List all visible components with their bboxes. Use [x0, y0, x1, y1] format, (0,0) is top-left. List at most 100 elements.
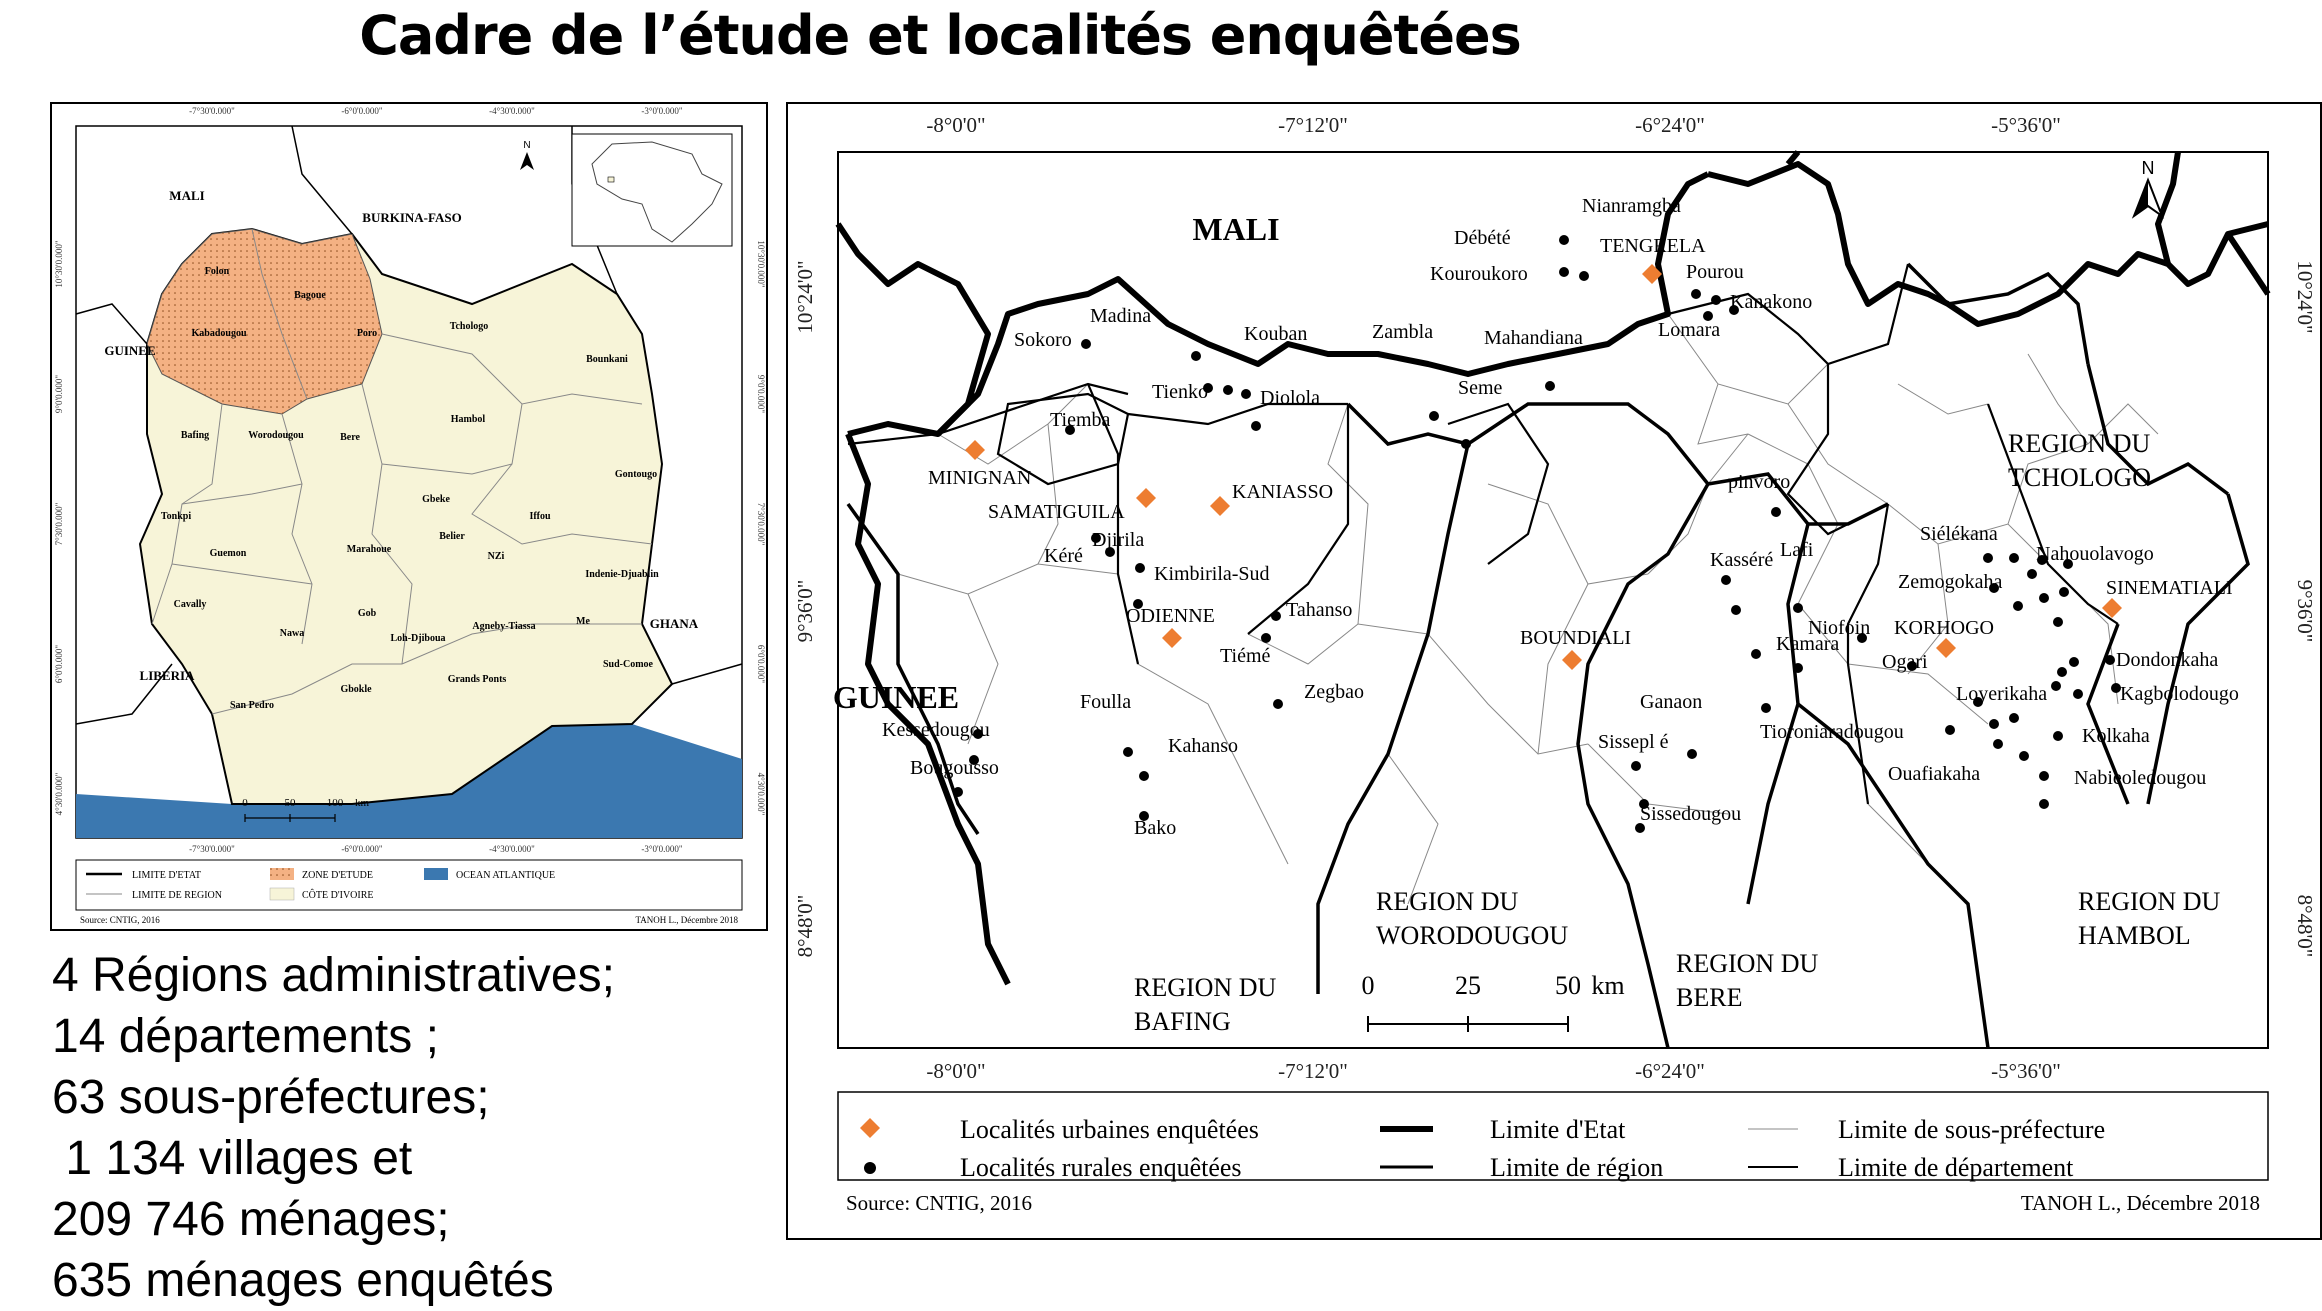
urban-marker — [1136, 488, 1156, 508]
tick-label: -6°0'0.000" — [341, 106, 382, 116]
africa-outline — [591, 141, 723, 243]
rural-marker — [1203, 383, 1213, 393]
rural-marker — [2039, 771, 2049, 781]
rural-label: Foulla — [1080, 691, 1131, 713]
urban-marker — [2102, 598, 2122, 618]
rural-marker — [1261, 633, 1271, 643]
region-label: Bagoue — [294, 290, 326, 301]
tick-label: -7°30'0.000" — [189, 844, 235, 854]
rural-label: Ganaon — [1640, 691, 1702, 713]
tick-label: -4°30'0.000" — [489, 844, 535, 854]
country-label: GUINEE — [833, 679, 959, 715]
legend-region: Limite de région — [1490, 1153, 1663, 1182]
rural-marker — [2013, 601, 2023, 611]
rural-label: Kamara — [1776, 633, 1839, 655]
rural-marker — [1989, 583, 1999, 593]
study-legend — [837, 1091, 2269, 1181]
rural-marker — [2073, 689, 2083, 699]
rural-label: Débété — [1454, 227, 1511, 249]
rural-label: Sissepl é — [1598, 731, 1669, 753]
tick-label: 9°0'0.000" — [756, 375, 766, 413]
rural-label: Mahandiana — [1484, 327, 1583, 349]
rural-marker — [2009, 553, 2019, 563]
study-left-ticks: 10°24'0" 9°36'0" 8°48'0" — [793, 260, 817, 957]
urban-marker — [1562, 650, 1582, 670]
region-label: San Pedro — [230, 700, 274, 711]
tick-label: 10°30'0.000" — [756, 240, 766, 287]
rural-label: Niofoin — [1808, 617, 1870, 639]
rural-marker — [1771, 507, 1781, 517]
rural-marker — [2053, 731, 2063, 741]
rural-marker — [953, 787, 963, 797]
rural-label: Bako — [1134, 817, 1176, 839]
rural-marker — [1983, 553, 1993, 563]
scale-label: 50 — [285, 797, 297, 809]
tick-label: 10°24'0" — [2293, 260, 2317, 333]
region-label: Marahoue — [347, 544, 392, 555]
rural-marker — [2063, 559, 2073, 569]
region-label: WORODOUGOU — [1376, 921, 1568, 950]
region-label: Belier — [439, 531, 465, 542]
overview-scale-bar: 0 50 100 km — [242, 797, 369, 822]
rural-marker — [1135, 563, 1145, 573]
scale-label: 50 — [1555, 971, 1581, 1000]
study-map-area — [837, 151, 2269, 1049]
rural-marker — [1751, 649, 1761, 659]
page-title: Cadre de l’étude et localités enquêtées — [359, 4, 1522, 67]
region-label: REGION DU — [1134, 973, 1276, 1002]
rural-label: Nahouolavogo — [2036, 543, 2154, 565]
rural-marker — [1945, 725, 1955, 735]
tick-label: -7°12'0" — [1278, 1059, 1348, 1083]
rural-label: Tioroniaradougou — [1760, 721, 1904, 743]
region-label: Grands Ponts — [448, 674, 507, 685]
region-label: REGION DU — [2008, 429, 2150, 458]
scale-label: 0 — [242, 797, 248, 809]
urban-marker — [1162, 628, 1182, 648]
urban-label: ODIENNE — [1126, 605, 1215, 627]
study-right-ticks: 10°24'0" 9°36'0" 8°48'0" — [2293, 260, 2317, 957]
tick-label: -6°0'0.000" — [341, 844, 382, 854]
rural-marker — [2039, 593, 2049, 603]
region-label: BAFING — [1134, 1007, 1231, 1036]
region-label: REGION DU — [1376, 887, 1518, 916]
rural-marker — [1545, 381, 1555, 391]
legend-departement: Limite de département — [1838, 1153, 2074, 1182]
rural-label: Kolkaha — [2082, 725, 2150, 747]
rural-marker — [2039, 799, 2049, 809]
rural-marker — [1241, 389, 1251, 399]
rural-marker — [1731, 605, 1741, 615]
overview-author: TANOH L., Décembre 2018 — [636, 915, 739, 925]
legend-urban: Localités urbaines enquêtées — [960, 1115, 1259, 1144]
rural-marker — [1635, 823, 1645, 833]
stat-line: 4 Régions administratives; — [52, 949, 615, 1002]
rural-marker — [1251, 421, 1261, 431]
study-scale-bar: 0 25 50 km — [1362, 971, 1625, 1032]
stat-line: 14 départements ; — [52, 1010, 439, 1063]
tick-label: -8°0'0" — [926, 1059, 985, 1083]
overview-right-ticks: 10°30'0.000" 9°0'0.000" 7°30'0.000" 6°0'… — [756, 240, 766, 815]
overview-source: Source: CNTIG, 2016 — [80, 915, 160, 925]
legend-ocean: OCEAN ATLANTIQUE — [456, 870, 555, 881]
rural-marker — [2057, 667, 2067, 677]
tick-label: 10°30'0.000" — [54, 240, 64, 287]
region-label: TCHOLOGO — [2008, 463, 2151, 492]
region-label: Agneby-Tiassa — [472, 621, 535, 632]
region-label: Bafing — [181, 430, 209, 441]
tick-label: -6°24'0" — [1635, 1059, 1705, 1083]
rural-marker — [1703, 311, 1713, 321]
rural-label: Lafi — [1780, 539, 1814, 561]
study-north-arrow: N — [2131, 158, 2165, 219]
overview-region-labels: Folon Bagoue Kabadougou Poro Tchologo Bo… — [161, 266, 659, 711]
tick-label: -3°0'0.000" — [641, 106, 682, 116]
rural-markers — [953, 235, 2121, 833]
rural-marker — [1793, 663, 1803, 673]
region-label: Nawa — [280, 628, 304, 639]
overview-map-svg: -7°30'0.000" -6°0'0.000" -4°30'0.000" -3… — [54, 106, 766, 925]
overview-credits: Source: CNTIG, 2016 TANOH L., Décembre 2… — [80, 915, 738, 925]
scale-label: km — [1591, 971, 1624, 1000]
region-label: Indenie-Djuablin — [585, 569, 659, 580]
region-label: Gbeke — [422, 494, 450, 505]
rural-label: Madina — [1090, 305, 1151, 327]
rural-marker — [1105, 547, 1115, 557]
urban-label: KANIASSO — [1232, 481, 1333, 503]
